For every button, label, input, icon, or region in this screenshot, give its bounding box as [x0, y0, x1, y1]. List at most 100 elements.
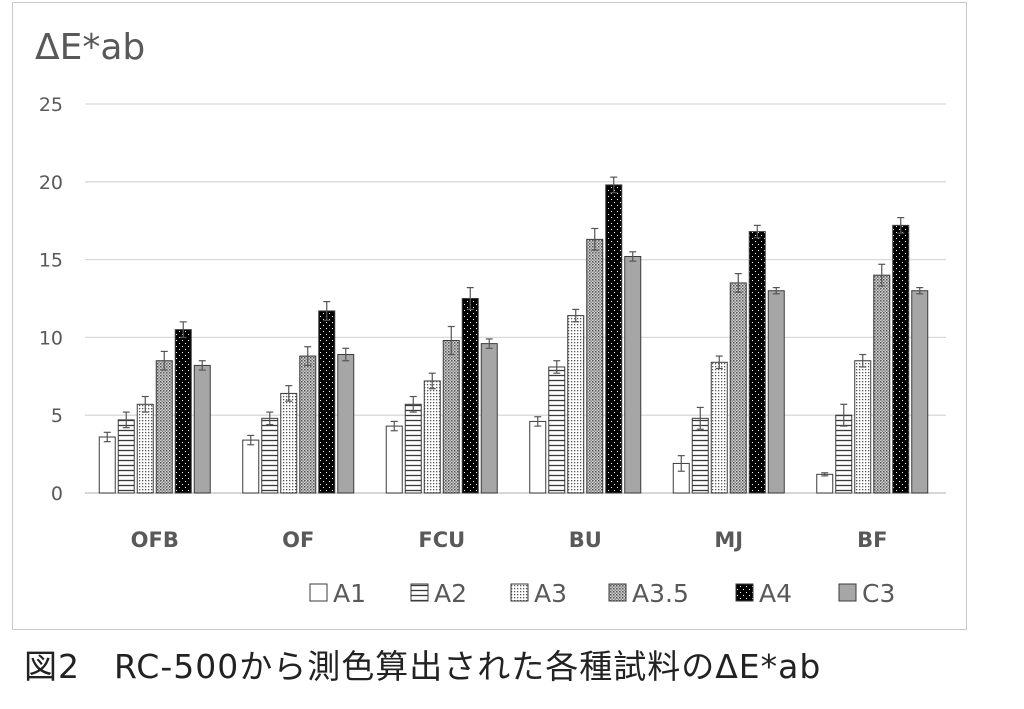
bar-A4-MJ	[748, 231, 766, 494]
error-bar	[390, 420, 398, 432]
legend-item-A3.5: A3.5	[608, 579, 689, 608]
bar-A2-FCU	[404, 403, 422, 494]
legend: A1 A2 A3 A3.5 A4 C3	[309, 579, 895, 608]
bar-A2-BF	[835, 414, 853, 494]
bar-C3-MJ	[767, 290, 785, 494]
bar-A3-FCU	[423, 380, 441, 494]
error-bar	[323, 301, 331, 321]
error-bar	[734, 273, 742, 293]
bar-A4-OFB	[174, 329, 192, 494]
bar-A3.5-MJ	[729, 282, 747, 494]
bar-A3-OFB	[136, 403, 154, 494]
legend-swatch	[735, 583, 754, 602]
error-bar	[572, 308, 580, 323]
bar-A4-OF	[318, 310, 336, 494]
legend-label: A3.5	[632, 579, 689, 608]
y-tick-label: 0	[51, 483, 63, 505]
bar-C3-BF	[911, 290, 929, 494]
error-bar	[485, 338, 493, 349]
x-tick-label: MJ	[714, 528, 743, 552]
error-bar	[916, 287, 924, 295]
legend-label: A4	[759, 579, 792, 608]
legend-label: C3	[862, 579, 895, 608]
error-bar	[447, 325, 455, 356]
legend-swatch	[510, 583, 529, 602]
y-axis-ticks: 0 5 10 15 20 25	[39, 94, 63, 505]
bar-chart: ΔE*ab 0 5 10 15 20 25 OFB OF FCU BU MJ BF A1 A2 A3 A3…	[35, 27, 946, 608]
error-bar	[753, 224, 761, 239]
error-bar	[103, 431, 111, 443]
figure-caption: 図2 RC-500から測色算出された各種試料のΔE*ab	[24, 647, 822, 686]
bar-A2-OF	[261, 417, 279, 494]
legend-item-C3: C3	[838, 579, 895, 608]
error-bar	[859, 353, 867, 368]
legend-item-A2: A2	[410, 579, 467, 608]
error-bar	[179, 321, 187, 338]
chart-title: ΔE*ab	[35, 27, 145, 68]
bar-C3-OFB	[193, 364, 211, 494]
x-axis-labels: OFB OF FCU BU MJ BF	[131, 528, 888, 552]
error-bar	[342, 347, 350, 362]
error-bar	[466, 287, 474, 310]
bar-A3.5-OF	[299, 355, 317, 494]
error-bar	[715, 355, 723, 370]
error-bar	[772, 287, 780, 295]
error-bar	[304, 346, 312, 367]
legend-item-A1: A1	[309, 579, 366, 608]
error-bar	[897, 216, 905, 234]
bar-C3-FCU	[480, 343, 498, 494]
bar-A3.5-OFB	[155, 360, 173, 494]
bar-C3-OF	[337, 354, 355, 494]
legend-swatch	[608, 583, 627, 602]
legend-label: A1	[333, 579, 366, 608]
bar-A3-BU	[567, 315, 585, 494]
legend-swatch	[838, 583, 857, 602]
y-tick-label: 10	[39, 327, 63, 349]
error-bar	[285, 385, 293, 402]
x-tick-label: FCU	[418, 528, 465, 552]
y-tick-label: 5	[51, 405, 63, 427]
legend-label: A3	[534, 579, 567, 608]
bar-A3.5-FCU	[442, 340, 460, 494]
chart-frame: ΔE*ab 0 5 10 15 20 25 OFB OF FCU BU MJ BF A1 A2 A3 A3…	[12, 2, 967, 630]
bar-A3.5-BU	[586, 238, 604, 494]
error-bar	[409, 395, 417, 413]
legend-item-A3: A3	[510, 579, 567, 608]
y-tick-label: 15	[39, 250, 63, 272]
x-tick-label: OF	[282, 528, 314, 552]
bar-A1-OF	[242, 439, 260, 494]
error-bar	[198, 360, 206, 371]
bar-A3.5-BF	[873, 274, 891, 494]
error-bar	[629, 251, 637, 262]
error-bar	[428, 372, 436, 390]
legend-swatch	[410, 583, 429, 602]
bar-A4-FCU	[461, 298, 479, 494]
error-bar	[591, 227, 599, 251]
error-bar	[840, 403, 848, 427]
y-tick-label: 25	[39, 94, 63, 116]
bar-A2-OFB	[117, 419, 135, 494]
legend-swatch	[309, 583, 328, 602]
error-bar	[247, 434, 255, 446]
error-bar	[141, 395, 149, 413]
error-bar	[534, 416, 542, 427]
bar-A3-OF	[280, 392, 298, 494]
bar-A1-BU	[529, 420, 547, 494]
bar-A4-BU	[605, 184, 623, 494]
bar-A3-BF	[854, 360, 872, 494]
bar-A3-MJ	[710, 361, 728, 494]
bar-A1-BF	[816, 473, 834, 494]
error-bar	[821, 472, 829, 477]
gridlines	[85, 103, 946, 494]
error-bar	[677, 455, 685, 472]
error-bar	[553, 360, 561, 374]
legend-item-A4: A4	[735, 579, 792, 608]
error-bar	[266, 411, 274, 426]
error-bar	[610, 176, 618, 194]
x-tick-label: BU	[569, 528, 602, 552]
bar-C3-BU	[624, 255, 642, 494]
bar-A1-FCU	[385, 425, 403, 494]
error-bar	[696, 406, 704, 430]
error-bar	[878, 263, 886, 287]
bar-A1-OFB	[98, 436, 116, 494]
